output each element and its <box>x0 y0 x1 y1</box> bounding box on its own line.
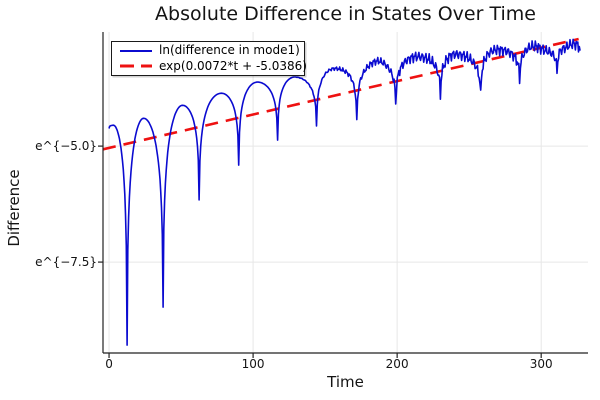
x-tick-label-0: 0 <box>105 357 113 371</box>
legend-label-difference: ln(difference in mode1) <box>159 43 300 58</box>
y-tick-label-e-5.0: e^{−5.0} <box>35 139 97 154</box>
legend-label-fit: exp(0.0072*t + -5.0386) <box>159 58 307 73</box>
x-tick-label-100: 100 <box>241 357 265 371</box>
x-tick-label-200: 200 <box>385 357 409 371</box>
legend-entry-difference: ln(difference in mode1) <box>112 43 304 59</box>
y-axis-label: Difference <box>5 169 23 247</box>
chart-title: Absolute Difference in States Over Time <box>155 3 536 25</box>
legend-box: ln(difference in mode1) exp(0.0072*t + -… <box>111 41 307 76</box>
blue-solid-line-sample <box>120 49 152 52</box>
x-axis-label: Time <box>327 373 364 391</box>
fit-line-series <box>102 37 579 151</box>
y-tick-label-e-7.5: e^{−7.5} <box>35 255 97 270</box>
x-tick-label-300: 300 <box>529 357 553 371</box>
red-dashed-line-sample <box>120 64 152 68</box>
legend-entry-fit: exp(0.0072*t + -5.0386) <box>112 58 307 75</box>
difference-line-series <box>108 38 581 346</box>
